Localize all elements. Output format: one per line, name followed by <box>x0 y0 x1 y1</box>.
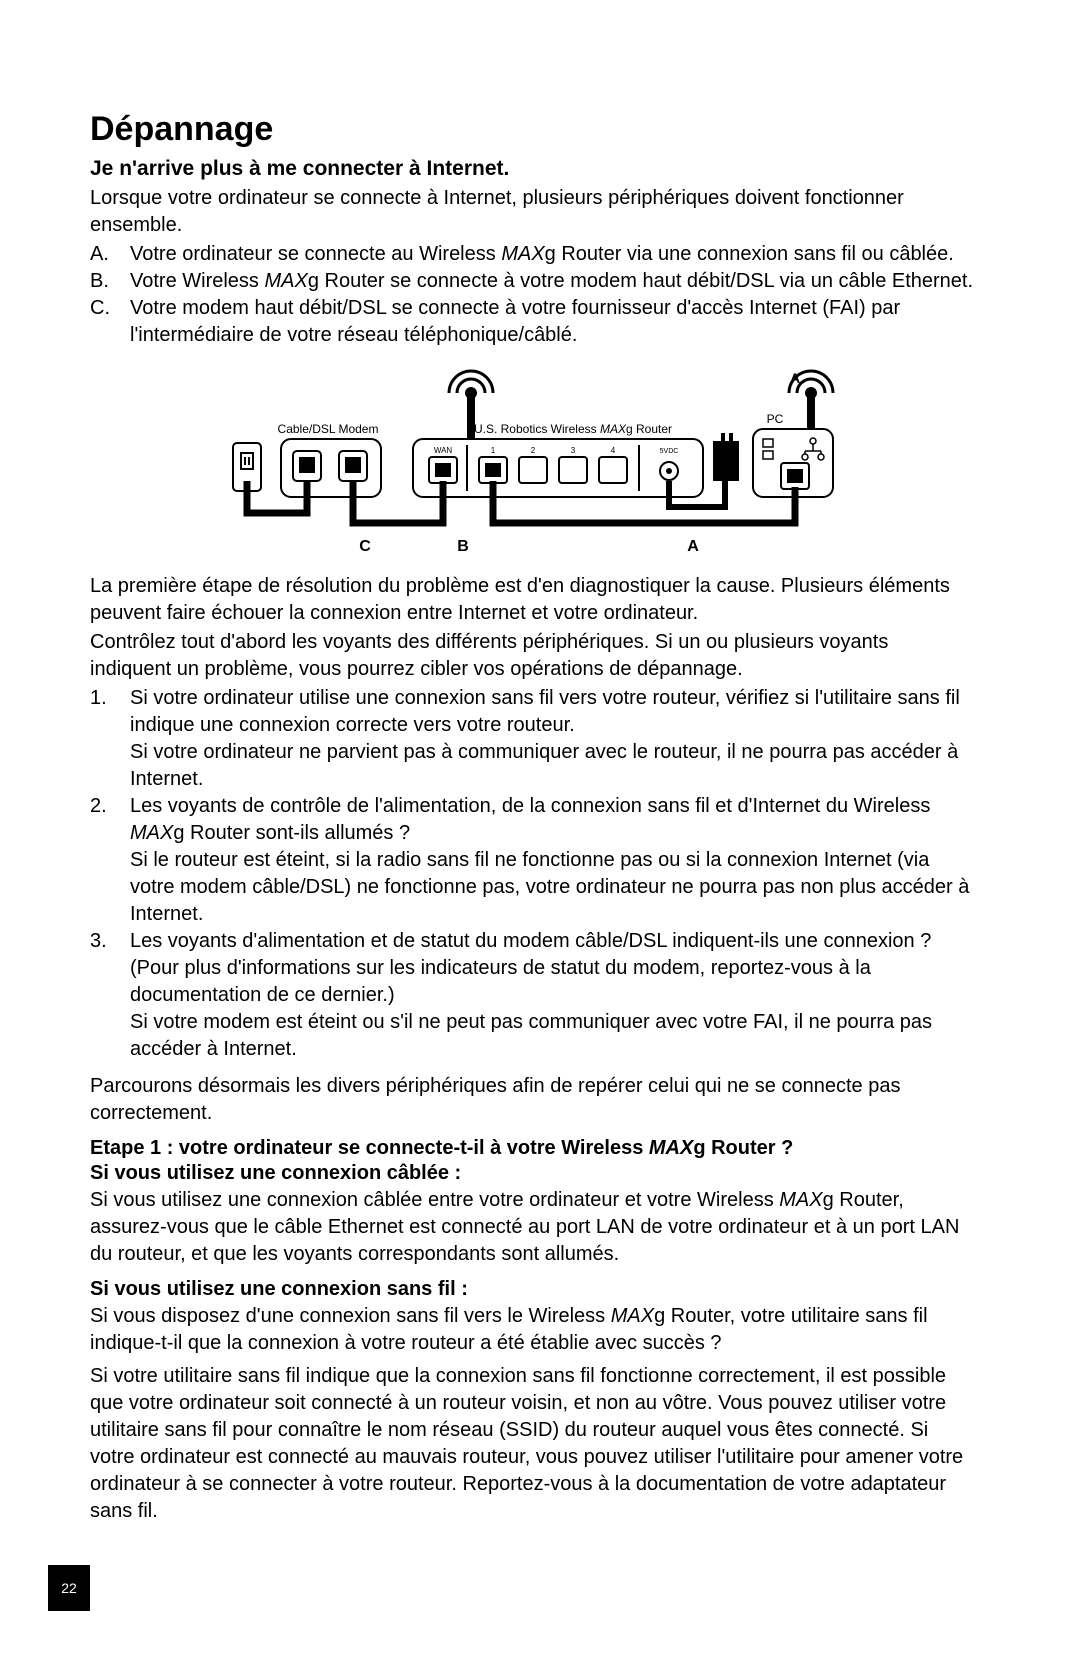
letter-c: C <box>359 538 371 555</box>
letter-a-bottom: A <box>687 538 699 555</box>
body-paragraph: Si votre utilitaire sans fil indique que… <box>90 1363 975 1525</box>
step-heading: Etape 1 : votre ordinateur se connecte-t… <box>90 1137 975 1160</box>
list-marker: A. <box>90 241 120 268</box>
list-item: 2. Les voyants de contrôle de l'alimenta… <box>128 793 975 928</box>
dc-label: 5VDC <box>659 448 678 455</box>
wired-heading: Si vous utilisez une connexion câblée : <box>90 1162 975 1185</box>
wireless-heading: Si vous utilisez une connexion sans fil … <box>90 1278 975 1301</box>
port-label: 2 <box>530 446 535 455</box>
port-label: 4 <box>610 446 615 455</box>
list-text: Si votre ordinateur utilise une connexio… <box>130 685 975 739</box>
diagram-svg: Cable/DSL Modem U.S. Robotics Wireless M… <box>213 363 853 563</box>
network-diagram: Cable/DSL Modem U.S. Robotics Wireless M… <box>90 363 975 563</box>
italic-text: MAX <box>264 270 307 292</box>
body-paragraph: Si vous utilisez une connexion câblée en… <box>90 1187 975 1268</box>
body-paragraph: Parcourons désormais les divers périphér… <box>90 1073 975 1127</box>
list-text: Les voyants de contrôle de l'alimentatio… <box>130 793 975 847</box>
list-marker: C. <box>90 295 120 322</box>
list-marker: 2. <box>90 793 120 820</box>
section-subheading: Je n'arrive plus à me connecter à Intern… <box>90 157 975 181</box>
body-paragraph: Si vous disposez d'une connexion sans fi… <box>90 1303 975 1357</box>
page-title: Dépannage <box>90 110 975 149</box>
pc-label: PC <box>766 412 783 426</box>
list-text: Votre modem haut débit/DSL se connecte à… <box>130 297 900 346</box>
numbered-list: 1. Si votre ordinateur utilise une conne… <box>90 685 975 1063</box>
page-number: 22 <box>48 1565 90 1611</box>
list-text: Les voyants d'alimentation et de statut … <box>130 928 975 1009</box>
intro-paragraph: Lorsque votre ordinateur se connecte à I… <box>90 185 975 239</box>
modem-label: Cable/DSL Modem <box>277 422 378 436</box>
list-text: Votre ordinateur se connecte au Wireless <box>130 243 501 265</box>
italic-text: MAX <box>501 243 544 265</box>
list-item: 3. Les voyants d'alimentation et de stat… <box>128 928 975 1063</box>
page-number-text: 22 <box>61 1580 77 1596</box>
list-item: A. Votre ordinateur se connecte au Wirel… <box>128 241 975 268</box>
list-item: C. Votre modem haut débit/DSL se connect… <box>128 295 975 349</box>
list-text: Si le routeur est éteint, si la radio sa… <box>130 847 975 928</box>
document-page: Dépannage Je n'arrive plus à me connecte… <box>0 0 1080 1669</box>
port-label: 1 <box>490 446 495 455</box>
list-marker: B. <box>90 268 120 295</box>
list-text: Si votre modem est éteint ou s'il ne peu… <box>130 1009 975 1063</box>
letter-list: A. Votre ordinateur se connecte au Wirel… <box>90 241 975 349</box>
list-text: Si votre ordinateur ne parvient pas à co… <box>130 739 975 793</box>
list-item: 1. Si votre ordinateur utilise une conne… <box>128 685 975 793</box>
wan-label: WAN <box>433 446 452 455</box>
list-text: Votre Wireless <box>130 270 264 292</box>
router-label: U.S. Robotics Wireless MAXg Router <box>473 422 671 436</box>
list-item: B. Votre Wireless MAXg Router se connect… <box>128 268 975 295</box>
body-paragraph: La première étape de résolution du probl… <box>90 573 975 627</box>
list-marker: 1. <box>90 685 120 712</box>
list-text: g Router se connecte à votre modem haut … <box>308 270 973 292</box>
body-paragraph: Contrôlez tout d'abord les voyants des d… <box>90 629 975 683</box>
list-marker: 3. <box>90 928 120 955</box>
letter-b: B <box>457 538 469 555</box>
port-label: 3 <box>570 446 575 455</box>
list-text: g Router via une connexion sans fil ou c… <box>545 243 954 265</box>
